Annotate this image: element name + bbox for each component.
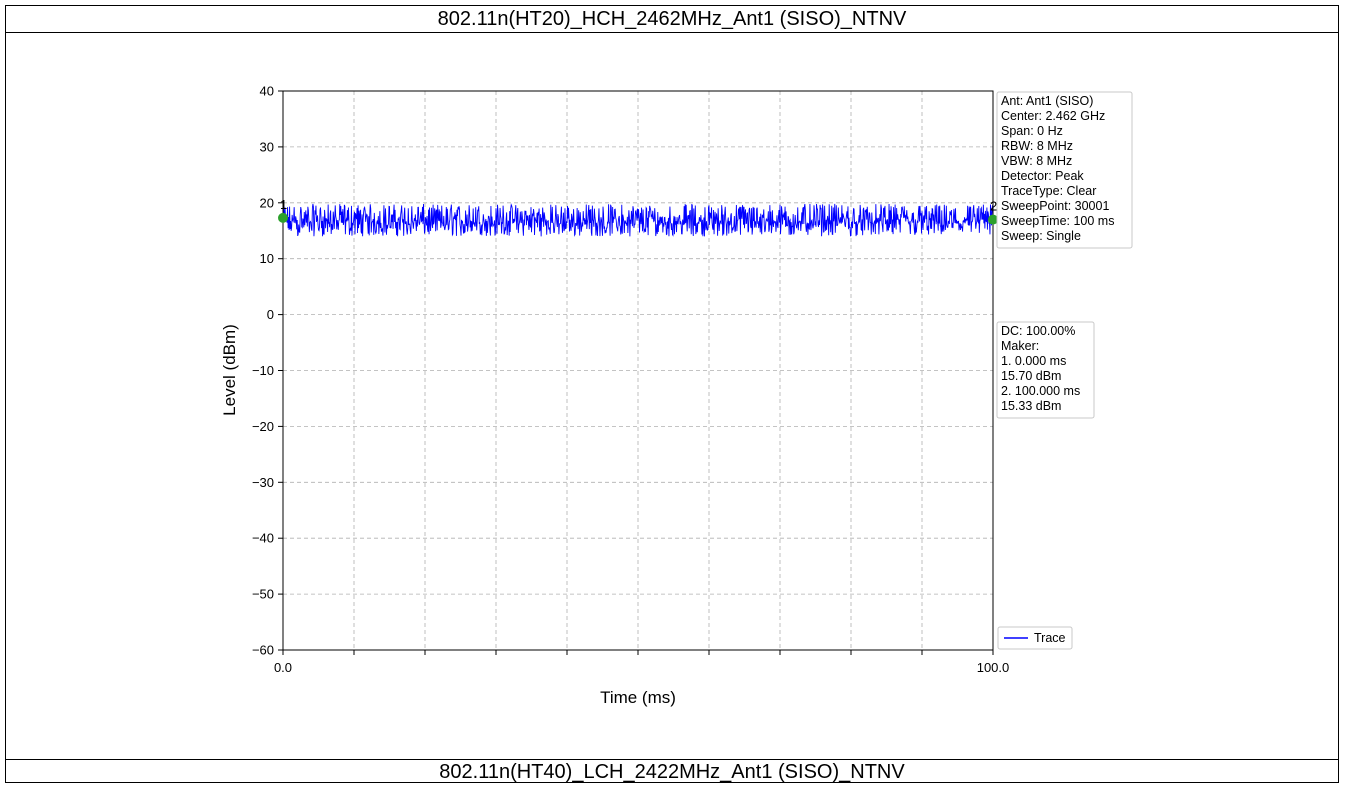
marker-info-line: Maker: xyxy=(1001,339,1039,353)
y-tick-label: 0 xyxy=(267,307,274,322)
marker-point xyxy=(278,212,288,223)
settings-info-line: RBW: 8 MHz xyxy=(1001,139,1073,153)
trace-line xyxy=(282,203,994,237)
settings-info-line: TraceType: Clear xyxy=(1001,184,1096,198)
marker-info-line: DC: 100.00% xyxy=(1001,324,1075,338)
marker-info-line: 2. 100.000 ms xyxy=(1001,384,1080,398)
settings-info-line: SweepTime: 100 ms xyxy=(1001,214,1114,228)
settings-info-line: Center: 2.462 GHz xyxy=(1001,109,1105,123)
settings-info-line: Ant: Ant1 (SISO) xyxy=(1001,94,1093,108)
legend: Trace xyxy=(997,626,1073,650)
legend-label: Trace xyxy=(1034,631,1066,645)
settings-info-line: SweepPoint: 30001 xyxy=(1001,199,1109,213)
grid-lines xyxy=(283,91,993,650)
y-tick-label: 20 xyxy=(260,195,274,210)
marker-info-box: DC: 100.00%Maker:1. 0.000 ms 15.70 dBm2.… xyxy=(996,321,1095,419)
marker-info-box-frame xyxy=(996,321,1095,419)
marker-info-line: 15.70 dBm xyxy=(1001,369,1061,383)
marker-point xyxy=(988,214,998,225)
trace-series xyxy=(282,203,994,237)
x-tick-label: 100.0 xyxy=(977,660,1010,675)
y-tick-label: 30 xyxy=(260,139,274,154)
y-tick-label: −50 xyxy=(252,587,274,602)
x-axis-ticks: 0.0 100.0 xyxy=(274,650,1009,675)
y-axis-ticks: 40 30 20 10 0 −10 −20 −30 −40 −50 −60 xyxy=(252,84,283,658)
chart-frame xyxy=(5,5,1339,783)
y-tick-label: −60 xyxy=(252,643,274,658)
y-tick-label: 10 xyxy=(260,251,274,266)
settings-info-line: Span: 0 Hz xyxy=(1001,124,1063,138)
x-tick-label: 0.0 xyxy=(274,660,292,675)
y-tick-label: −30 xyxy=(252,475,274,490)
y-tick-label: 40 xyxy=(260,84,274,99)
y-tick-label: −40 xyxy=(252,531,274,546)
x-axis-label: Time (ms) xyxy=(600,688,676,707)
y-tick-label: −10 xyxy=(252,363,274,378)
settings-info-line: Sweep: Single xyxy=(1001,229,1081,243)
chart-title: 802.11n(HT20)_HCH_2462MHz_Ant1 (SISO)_NT… xyxy=(5,5,1339,33)
settings-info-line: Detector: Peak xyxy=(1001,169,1084,183)
marker-info-line: 1. 0.000 ms xyxy=(1001,354,1066,368)
marker-info-line: 15.33 dBm xyxy=(1001,399,1061,413)
y-tick-label: −20 xyxy=(252,419,274,434)
next-chart-title: 802.11n(HT40)_LCH_2422MHz_Ant1 (SISO)_NT… xyxy=(5,759,1339,783)
y-axis-label: Level (dBm) xyxy=(220,324,239,416)
settings-info-line: VBW: 8 MHz xyxy=(1001,154,1072,168)
marker-label: 1 xyxy=(280,197,287,212)
settings-info-box-frame xyxy=(996,91,1133,249)
legend-box-frame xyxy=(997,626,1073,650)
marker-label: 2 xyxy=(990,199,997,214)
